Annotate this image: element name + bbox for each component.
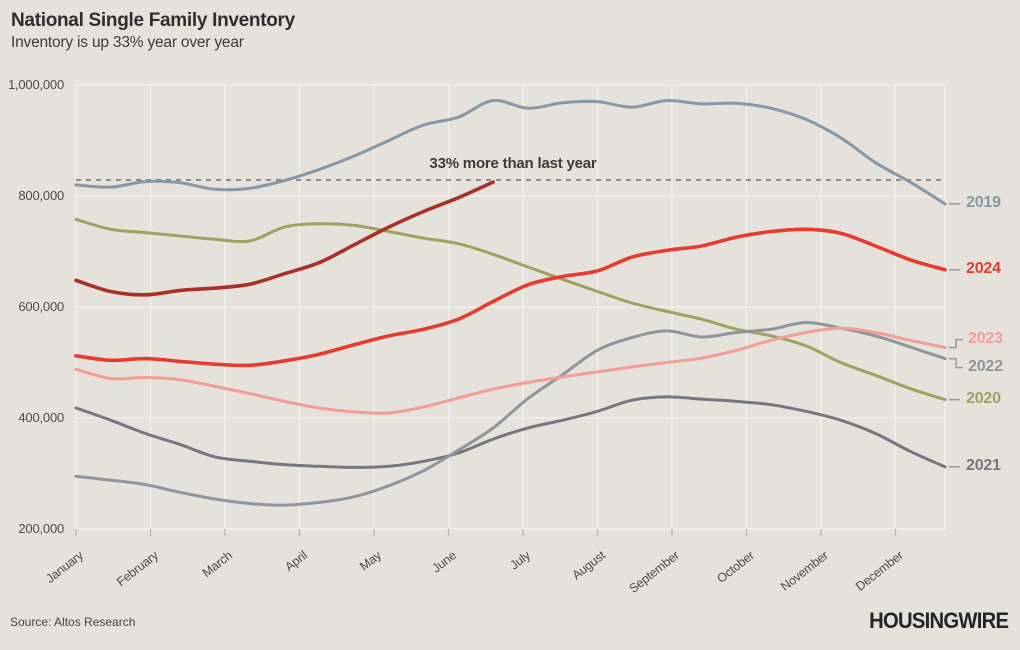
series-label-2023: 2023 [968, 329, 1003, 347]
series-label-2021: 2021 [966, 456, 1001, 474]
line-2023 [74, 326, 947, 415]
line-2022 [74, 320, 947, 507]
y-axis-tick-label: 800,000 [18, 188, 64, 203]
y-axis-tick-label: 1,000,000 [7, 77, 64, 92]
series-label-2024: 2024 [966, 259, 1001, 277]
series-label-2019: 2019 [966, 193, 1001, 211]
housingwire-logo: HOUSINGWIRE [868, 608, 1009, 633]
series-label-2020: 2020 [966, 389, 1001, 407]
line-2020 [74, 217, 947, 402]
annotation-text: 33% more than last year [429, 155, 597, 172]
source-credit: Source: Altos Research [10, 615, 136, 629]
series-label-2022: 2022 [968, 357, 1003, 375]
y-axis-tick-label: 600,000 [18, 299, 64, 314]
chart-subtitle: Inventory is up 33% year over year [11, 34, 244, 51]
line-current-year-partial [74, 180, 495, 297]
y-axis-tick-label: 400,000 [18, 410, 64, 425]
line-2019 [74, 98, 947, 206]
line-2021 [74, 395, 947, 469]
y-axis-tick-label: 200,000 [18, 521, 64, 536]
line-2024 [74, 227, 947, 368]
chart-title: National Single Family Inventory [11, 10, 295, 31]
